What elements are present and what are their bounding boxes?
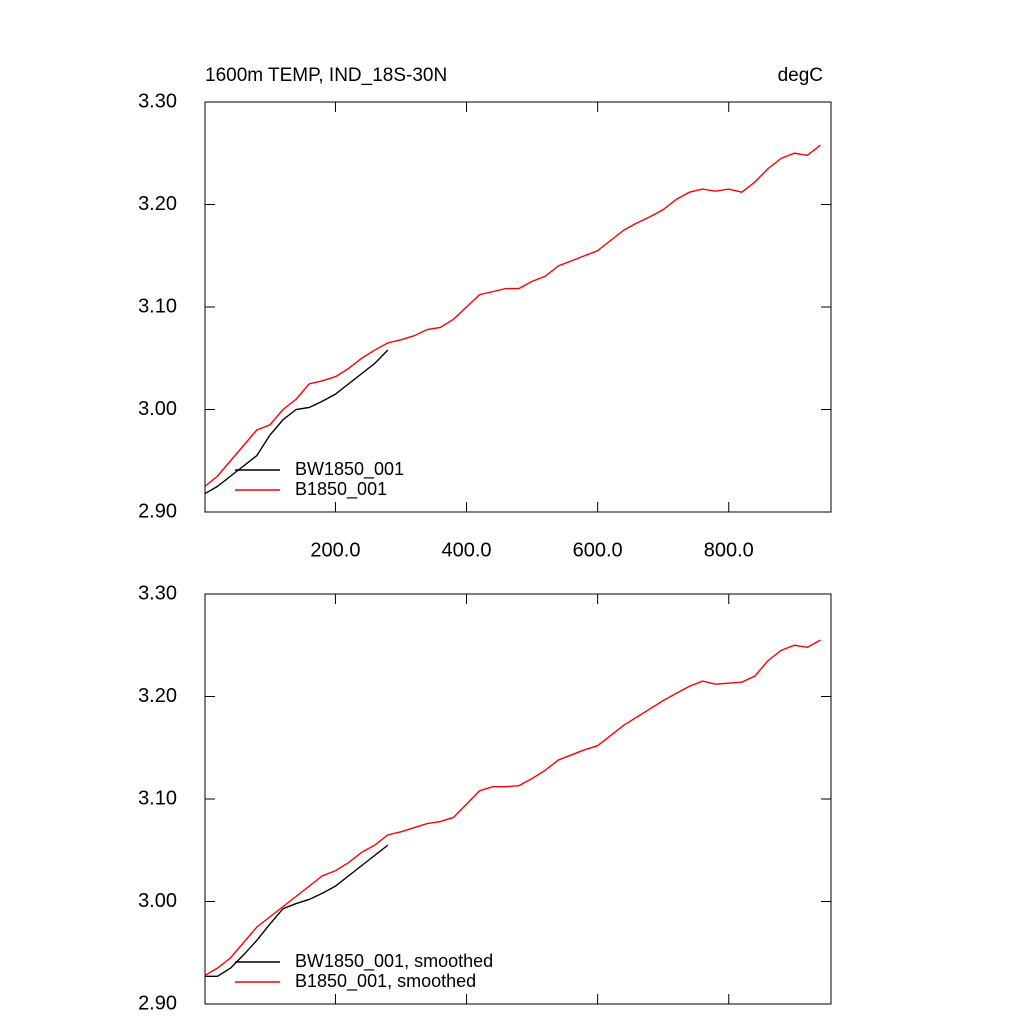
y-tick-label: 3.00 <box>138 398 177 420</box>
x-tick-label: 400.0 <box>442 539 492 561</box>
x-tick-label: 600.0 <box>573 539 623 561</box>
y-tick-label: 2.90 <box>138 992 177 1014</box>
y-tick-label: 3.30 <box>138 582 177 604</box>
chart-title: 1600m TEMP, IND_18S-30N <box>205 65 447 86</box>
y-tick-label: 3.20 <box>138 685 177 707</box>
legend-label: BW1850_001 <box>295 459 404 480</box>
y-tick-label: 3.10 <box>138 295 177 317</box>
series-line <box>204 639 821 976</box>
series-line <box>204 144 821 487</box>
plot-frame <box>204 101 832 513</box>
series-line <box>204 349 389 495</box>
units-label: degC <box>778 65 823 86</box>
y-tick-label: 3.30 <box>138 90 177 112</box>
x-tick-label: 800.0 <box>704 539 754 561</box>
legend-label: B1850_001, smoothed <box>295 971 476 992</box>
plot-frame <box>204 593 832 1005</box>
y-tick-label: 3.20 <box>138 193 177 215</box>
legend-label: BW1850_001, smoothed <box>295 951 493 972</box>
y-tick-label: 3.10 <box>138 787 177 809</box>
x-tick-label: 200.0 <box>310 539 360 561</box>
y-tick-label: 2.90 <box>138 500 177 522</box>
y-tick-label: 3.00 <box>138 890 177 912</box>
series-line <box>205 844 389 978</box>
legend-label: B1850_001 <box>295 479 387 500</box>
